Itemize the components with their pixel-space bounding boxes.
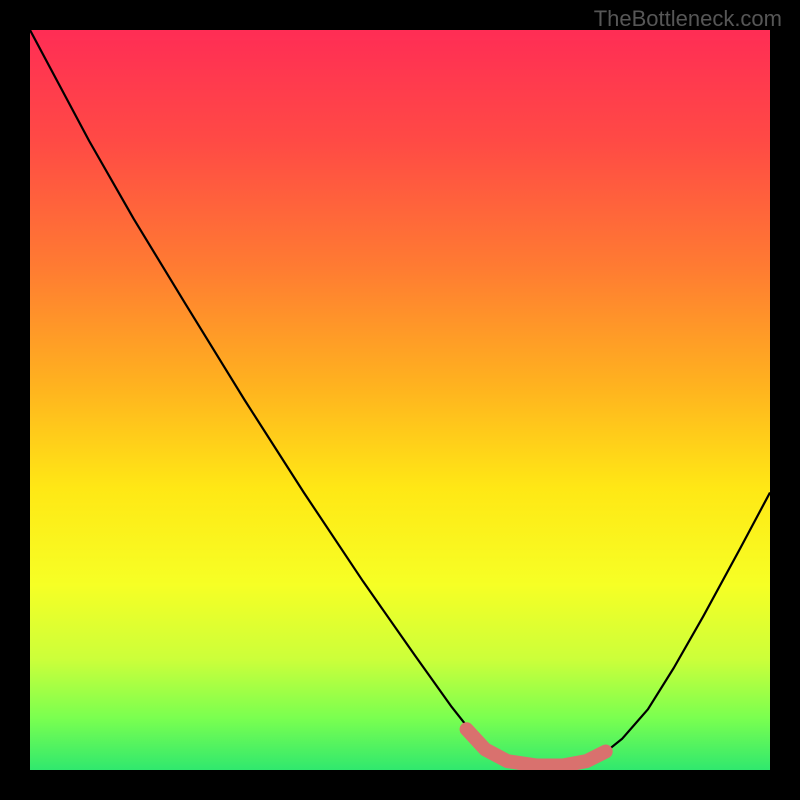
page-root: TheBottleneck.com (0, 0, 800, 800)
plot-area (30, 30, 770, 770)
highlight-curve (467, 729, 606, 765)
watermark-text: TheBottleneck.com (594, 6, 782, 32)
curve-layer (30, 30, 770, 770)
main-curve (30, 30, 770, 769)
